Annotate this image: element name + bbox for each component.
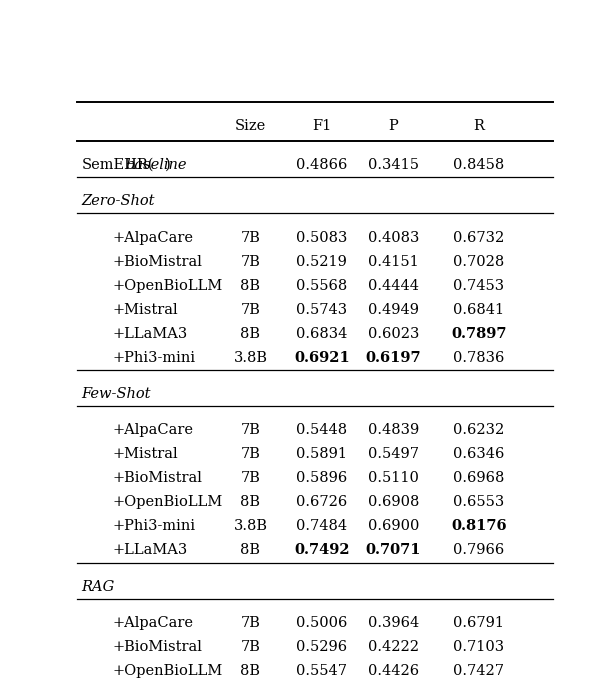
Text: 7B: 7B — [241, 424, 260, 437]
Text: 0.7492: 0.7492 — [294, 544, 349, 557]
Text: 0.6791: 0.6791 — [453, 616, 504, 630]
Text: 0.7897: 0.7897 — [451, 327, 507, 340]
Text: +AlpaCare: +AlpaCare — [112, 231, 193, 245]
Text: +Phi3-mini: +Phi3-mini — [112, 351, 196, 365]
Text: 7B: 7B — [241, 640, 260, 654]
Text: 8B: 8B — [241, 278, 260, 293]
Text: 3.8B: 3.8B — [233, 520, 268, 533]
Text: +AlpaCare: +AlpaCare — [112, 616, 193, 630]
Text: 0.6921: 0.6921 — [294, 351, 350, 365]
Text: 0.4866: 0.4866 — [296, 158, 348, 172]
Text: baseline: baseline — [126, 158, 187, 172]
Text: 0.4426: 0.4426 — [368, 664, 419, 678]
Text: 0.4444: 0.4444 — [368, 278, 419, 293]
Text: +BioMistral: +BioMistral — [112, 254, 203, 269]
Text: 0.5497: 0.5497 — [368, 447, 419, 461]
Text: 0.7836: 0.7836 — [453, 351, 505, 365]
Text: 7B: 7B — [241, 616, 260, 630]
Text: 0.6023: 0.6023 — [368, 327, 419, 340]
Text: 0.7103: 0.7103 — [453, 640, 505, 654]
Text: 0.7427: 0.7427 — [453, 664, 504, 678]
Text: 0.7071: 0.7071 — [365, 544, 421, 557]
Text: 0.7028: 0.7028 — [453, 254, 505, 269]
Text: 0.6834: 0.6834 — [296, 327, 348, 340]
Text: 0.5547: 0.5547 — [297, 664, 348, 678]
Text: +Mistral: +Mistral — [112, 303, 178, 316]
Text: 0.3415: 0.3415 — [368, 158, 419, 172]
Text: +LLaMA3: +LLaMA3 — [112, 327, 188, 340]
Text: 8B: 8B — [241, 664, 260, 678]
Text: 0.4151: 0.4151 — [368, 254, 419, 269]
Text: 0.5448: 0.5448 — [296, 424, 348, 437]
Text: 0.6841: 0.6841 — [453, 303, 505, 316]
Text: +OpenBioLLM: +OpenBioLLM — [112, 664, 223, 678]
Text: P: P — [388, 119, 398, 133]
Text: R: R — [473, 119, 484, 133]
Text: 0.5219: 0.5219 — [297, 254, 348, 269]
Text: 0.5006: 0.5006 — [296, 616, 348, 630]
Text: 0.8176: 0.8176 — [451, 520, 507, 533]
Text: 0.6346: 0.6346 — [453, 447, 505, 461]
Text: 0.3964: 0.3964 — [368, 616, 419, 630]
Text: 0.5891: 0.5891 — [297, 447, 348, 461]
Text: 0.4222: 0.4222 — [368, 640, 419, 654]
Text: F1: F1 — [312, 119, 332, 133]
Text: 0.7453: 0.7453 — [453, 278, 505, 293]
Text: 0.5110: 0.5110 — [368, 471, 419, 486]
Text: 0.6968: 0.6968 — [453, 471, 505, 486]
Text: +Mistral: +Mistral — [112, 447, 178, 461]
Text: 0.6197: 0.6197 — [365, 351, 421, 365]
Text: Zero-Shot: Zero-Shot — [82, 194, 155, 208]
Text: 0.5296: 0.5296 — [296, 640, 348, 654]
Text: 0.5568: 0.5568 — [296, 278, 348, 293]
Text: +OpenBioLLM: +OpenBioLLM — [112, 495, 223, 509]
Text: 0.8458: 0.8458 — [453, 158, 505, 172]
Text: 0.5896: 0.5896 — [296, 471, 348, 486]
Text: 0.6732: 0.6732 — [453, 231, 505, 245]
Text: 8B: 8B — [241, 495, 260, 509]
Text: SemEHR(: SemEHR( — [82, 158, 154, 172]
Text: Size: Size — [235, 119, 266, 133]
Text: 0.4839: 0.4839 — [368, 424, 419, 437]
Text: RAG: RAG — [82, 580, 115, 594]
Text: 7B: 7B — [241, 303, 260, 316]
Text: +OpenBioLLM: +OpenBioLLM — [112, 278, 223, 293]
Text: 0.7484: 0.7484 — [296, 520, 348, 533]
Text: 7B: 7B — [241, 254, 260, 269]
Text: 8B: 8B — [241, 544, 260, 557]
Text: 0.6726: 0.6726 — [296, 495, 348, 509]
Text: +AlpaCare: +AlpaCare — [112, 424, 193, 437]
Text: 0.4949: 0.4949 — [368, 303, 419, 316]
Text: 0.5743: 0.5743 — [296, 303, 348, 316]
Text: 0.6908: 0.6908 — [368, 495, 419, 509]
Text: Few-Shot: Few-Shot — [82, 387, 151, 401]
Text: 0.7966: 0.7966 — [453, 544, 505, 557]
Text: +BioMistral: +BioMistral — [112, 640, 203, 654]
Text: 3.8B: 3.8B — [233, 351, 268, 365]
Text: +Phi3-mini: +Phi3-mini — [112, 520, 196, 533]
Text: ): ) — [165, 158, 171, 172]
Text: 0.5083: 0.5083 — [296, 231, 348, 245]
Text: 0.6232: 0.6232 — [453, 424, 505, 437]
Text: +BioMistral: +BioMistral — [112, 471, 203, 486]
Text: 7B: 7B — [241, 471, 260, 486]
Text: 7B: 7B — [241, 447, 260, 461]
Text: 8B: 8B — [241, 327, 260, 340]
Text: 0.6553: 0.6553 — [453, 495, 505, 509]
Text: +LLaMA3: +LLaMA3 — [112, 544, 188, 557]
Text: 0.6900: 0.6900 — [368, 520, 419, 533]
Text: 7B: 7B — [241, 231, 260, 245]
Text: 0.4083: 0.4083 — [368, 231, 419, 245]
